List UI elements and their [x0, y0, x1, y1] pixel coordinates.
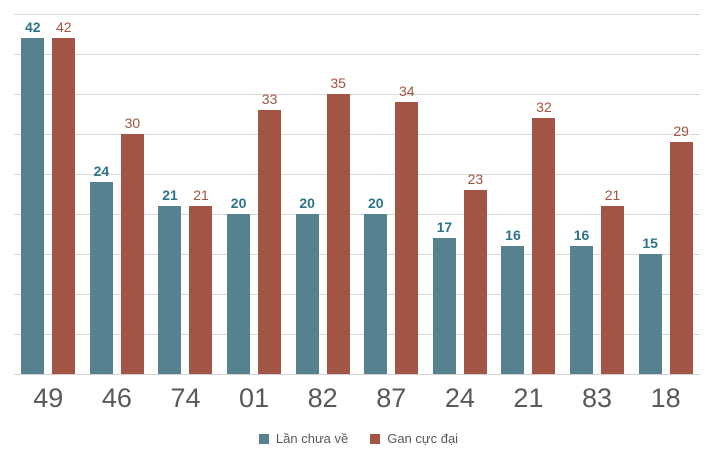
category-label: 74 [170, 383, 201, 413]
bar-value-label: 17 [436, 219, 453, 235]
bar-value-label: 30 [124, 115, 141, 131]
bar-series-1[interactable]: 21 [189, 188, 213, 374]
bar-value-label: 42 [56, 19, 72, 35]
gridline [14, 294, 700, 295]
bar-group: 16 32 [494, 14, 563, 374]
bar-series-1[interactable]: 30 [120, 116, 144, 374]
bar-pair: 20 35 [295, 76, 350, 374]
bar-series-0[interactable]: 24 [89, 164, 113, 374]
plot-area: 42 42 24 30 21 21 20 33 20 35 20 34 17 23 16 32 16 21 15 29 [14, 14, 700, 375]
bar-series-1[interactable]: 33 [258, 92, 282, 374]
category-label: 24 [444, 383, 475, 413]
bar-series-1[interactable]: 23 [463, 172, 487, 374]
bar-series-0[interactable]: 16 [501, 228, 525, 374]
bar-group: 20 35 [288, 14, 357, 374]
gridline [14, 134, 700, 135]
bar-pair: 16 21 [570, 188, 625, 374]
bar-value-label: 21 [162, 187, 178, 203]
category-axis: 49 46 74 01 82 87 24 21 83 18 [14, 383, 700, 413]
category-label: 01 [239, 383, 270, 413]
legend: Lần chưa về Gan cực đại [0, 431, 717, 446]
bar-series-0[interactable]: 21 [158, 188, 182, 374]
category-label: 21 [513, 383, 544, 413]
legend-label: Gan cực đại [387, 431, 459, 446]
bar-value-label: 16 [505, 227, 521, 243]
bar-pair: 21 21 [158, 188, 213, 374]
gridline [14, 254, 700, 255]
legend-item[interactable]: Lần chưa về [258, 431, 349, 446]
bar-group: 17 23 [426, 14, 495, 374]
bar-value-label: 16 [573, 227, 590, 243]
bar-group: 16 21 [563, 14, 632, 374]
bar-value-label: 15 [642, 235, 658, 251]
category-label: 87 [376, 383, 407, 413]
legend-swatch-icon [258, 433, 269, 444]
bar-series-0[interactable]: 15 [638, 236, 662, 374]
bar-group: 21 21 [151, 14, 220, 374]
gridline [14, 94, 700, 95]
bar-series-0[interactable]: 20 [295, 196, 319, 374]
legend-swatch-icon [370, 433, 381, 444]
bar-value-label: 20 [230, 195, 247, 211]
bar-pair: 42 42 [21, 20, 76, 374]
gridline [14, 214, 700, 215]
bar-value-label: 32 [536, 99, 552, 115]
bar-value-label: 29 [673, 123, 689, 139]
bar-series-0[interactable]: 16 [570, 228, 594, 374]
bar-series-1[interactable]: 21 [601, 188, 625, 374]
bar-series-0[interactable]: 20 [227, 196, 251, 374]
bar-group: 15 29 [631, 14, 700, 374]
bar-group: 24 30 [83, 14, 152, 374]
bar-series-1[interactable]: 29 [669, 124, 693, 374]
bar-series-1[interactable]: 42 [52, 20, 76, 374]
gridline [14, 54, 700, 55]
bar-series-1[interactable]: 34 [395, 84, 419, 374]
bar-value-label: 20 [299, 195, 315, 211]
bar-group: 42 42 [14, 14, 83, 374]
gridline [14, 14, 700, 15]
bar-series-1[interactable]: 32 [532, 100, 556, 374]
bar-series-0[interactable]: 42 [21, 20, 45, 374]
bar-value-label: 23 [467, 171, 484, 187]
legend-item[interactable]: Gan cực đại [370, 431, 458, 446]
bar-value-label: 21 [193, 187, 209, 203]
bar-series-1[interactable]: 35 [326, 76, 350, 374]
legend-label: Lần chưa về [275, 431, 349, 446]
bar-series-0[interactable]: 20 [364, 196, 388, 374]
bar-value-label: 35 [330, 75, 346, 91]
bar-value-label: 21 [604, 187, 621, 203]
bar-group: 20 34 [357, 14, 426, 374]
category-label: 18 [650, 383, 681, 413]
gridline [14, 334, 700, 335]
category-label: 49 [33, 383, 64, 413]
bar-pair: 15 29 [638, 124, 693, 374]
bar-pair: 16 32 [501, 100, 556, 374]
bar-value-label: 34 [398, 83, 415, 99]
bar-pair: 17 23 [432, 172, 487, 374]
gridline [14, 174, 700, 175]
category-label: 83 [582, 383, 613, 413]
bar-group: 20 33 [220, 14, 289, 374]
bar-value-label: 20 [367, 195, 384, 211]
category-label: 82 [307, 383, 338, 413]
x-axis-line [14, 374, 700, 375]
bar-value-label: 24 [93, 163, 110, 179]
bar-value-label: 33 [261, 91, 278, 107]
category-label: 46 [101, 383, 132, 413]
bar-pair: 24 30 [89, 116, 144, 374]
bar-series-0[interactable]: 17 [432, 220, 456, 374]
bar-groups: 42 42 24 30 21 21 20 33 20 35 20 34 17 23 16 32 16 21 15 29 [14, 14, 700, 374]
bar-pair: 20 33 [227, 92, 282, 374]
bar-pair: 20 34 [364, 84, 419, 374]
bar-value-label: 42 [25, 19, 41, 35]
